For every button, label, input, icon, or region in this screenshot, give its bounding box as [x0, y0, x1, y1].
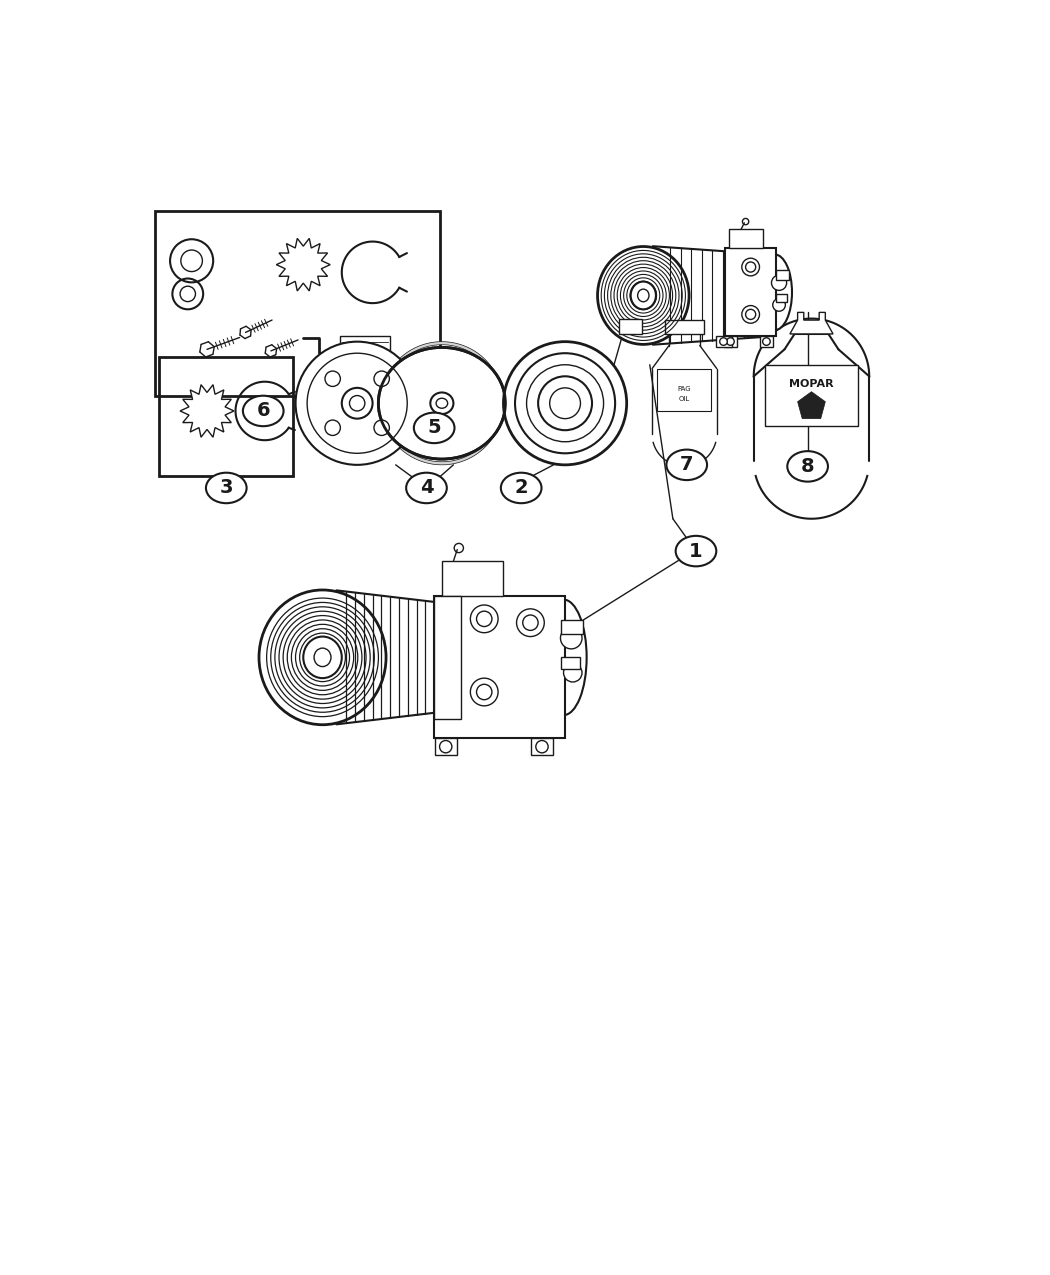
Bar	[531, 738, 552, 755]
Ellipse shape	[788, 451, 828, 482]
Polygon shape	[391, 352, 492, 454]
Bar	[666, 320, 704, 334]
Text: 6: 6	[256, 402, 270, 421]
Bar	[716, 335, 732, 347]
Text: 8: 8	[801, 456, 815, 476]
Circle shape	[762, 338, 771, 346]
Text: 1: 1	[689, 542, 702, 561]
Ellipse shape	[406, 473, 447, 504]
Circle shape	[564, 663, 582, 682]
Polygon shape	[371, 358, 404, 397]
Bar	[724, 335, 737, 347]
Text: MOPAR: MOPAR	[790, 379, 834, 389]
Polygon shape	[423, 385, 460, 422]
Text: 4: 4	[420, 478, 434, 497]
Text: PAG: PAG	[677, 386, 691, 393]
Polygon shape	[790, 312, 833, 334]
Ellipse shape	[414, 413, 455, 444]
Polygon shape	[181, 385, 234, 437]
Bar	[620, 319, 643, 334]
Ellipse shape	[667, 450, 707, 481]
Bar	[657, 368, 712, 411]
Circle shape	[719, 338, 728, 346]
Polygon shape	[380, 342, 504, 465]
Text: 7: 7	[680, 455, 693, 474]
Bar	[442, 561, 504, 595]
Circle shape	[440, 741, 452, 752]
Circle shape	[470, 606, 498, 632]
Ellipse shape	[675, 536, 716, 566]
Bar	[765, 365, 858, 426]
Polygon shape	[276, 238, 330, 291]
Polygon shape	[418, 380, 466, 427]
Text: 3: 3	[219, 478, 233, 497]
Ellipse shape	[436, 398, 447, 408]
Text: 5: 5	[427, 418, 441, 437]
Polygon shape	[310, 411, 344, 448]
Ellipse shape	[501, 473, 542, 504]
Text: 2: 2	[514, 478, 528, 497]
Circle shape	[538, 376, 592, 430]
Circle shape	[504, 342, 627, 465]
Circle shape	[741, 306, 759, 324]
Circle shape	[741, 259, 759, 275]
Ellipse shape	[430, 393, 454, 414]
Ellipse shape	[637, 289, 649, 302]
Ellipse shape	[378, 347, 505, 459]
Bar	[729, 230, 763, 249]
Ellipse shape	[314, 648, 331, 667]
Ellipse shape	[243, 395, 284, 426]
Text: OIL: OIL	[678, 397, 690, 403]
Bar	[340, 337, 391, 363]
Circle shape	[772, 275, 786, 291]
Polygon shape	[413, 374, 471, 432]
Circle shape	[324, 419, 340, 436]
Circle shape	[470, 678, 498, 706]
Bar	[435, 738, 457, 755]
Bar	[435, 595, 565, 738]
Polygon shape	[402, 363, 482, 444]
Circle shape	[773, 298, 785, 311]
Circle shape	[727, 338, 734, 346]
Circle shape	[324, 371, 340, 386]
Polygon shape	[798, 391, 825, 418]
Circle shape	[374, 371, 390, 386]
Bar	[760, 335, 773, 347]
Bar	[776, 295, 788, 302]
Circle shape	[561, 627, 582, 649]
Circle shape	[536, 741, 548, 752]
Bar	[561, 658, 581, 669]
Polygon shape	[385, 347, 498, 459]
Circle shape	[517, 609, 544, 636]
Polygon shape	[312, 356, 351, 390]
Bar	[155, 210, 440, 395]
Bar	[159, 357, 293, 477]
Bar	[776, 270, 789, 279]
Bar	[435, 595, 461, 719]
Bar	[561, 621, 583, 634]
Polygon shape	[407, 368, 477, 437]
Bar	[726, 249, 776, 337]
Circle shape	[342, 388, 373, 418]
Ellipse shape	[541, 599, 587, 715]
Ellipse shape	[757, 255, 792, 330]
Polygon shape	[397, 358, 487, 449]
Ellipse shape	[597, 246, 689, 344]
Ellipse shape	[206, 473, 247, 504]
Ellipse shape	[631, 282, 656, 310]
Ellipse shape	[303, 636, 342, 678]
Polygon shape	[364, 417, 402, 450]
Ellipse shape	[259, 590, 386, 724]
Circle shape	[296, 342, 419, 465]
Circle shape	[374, 419, 390, 436]
